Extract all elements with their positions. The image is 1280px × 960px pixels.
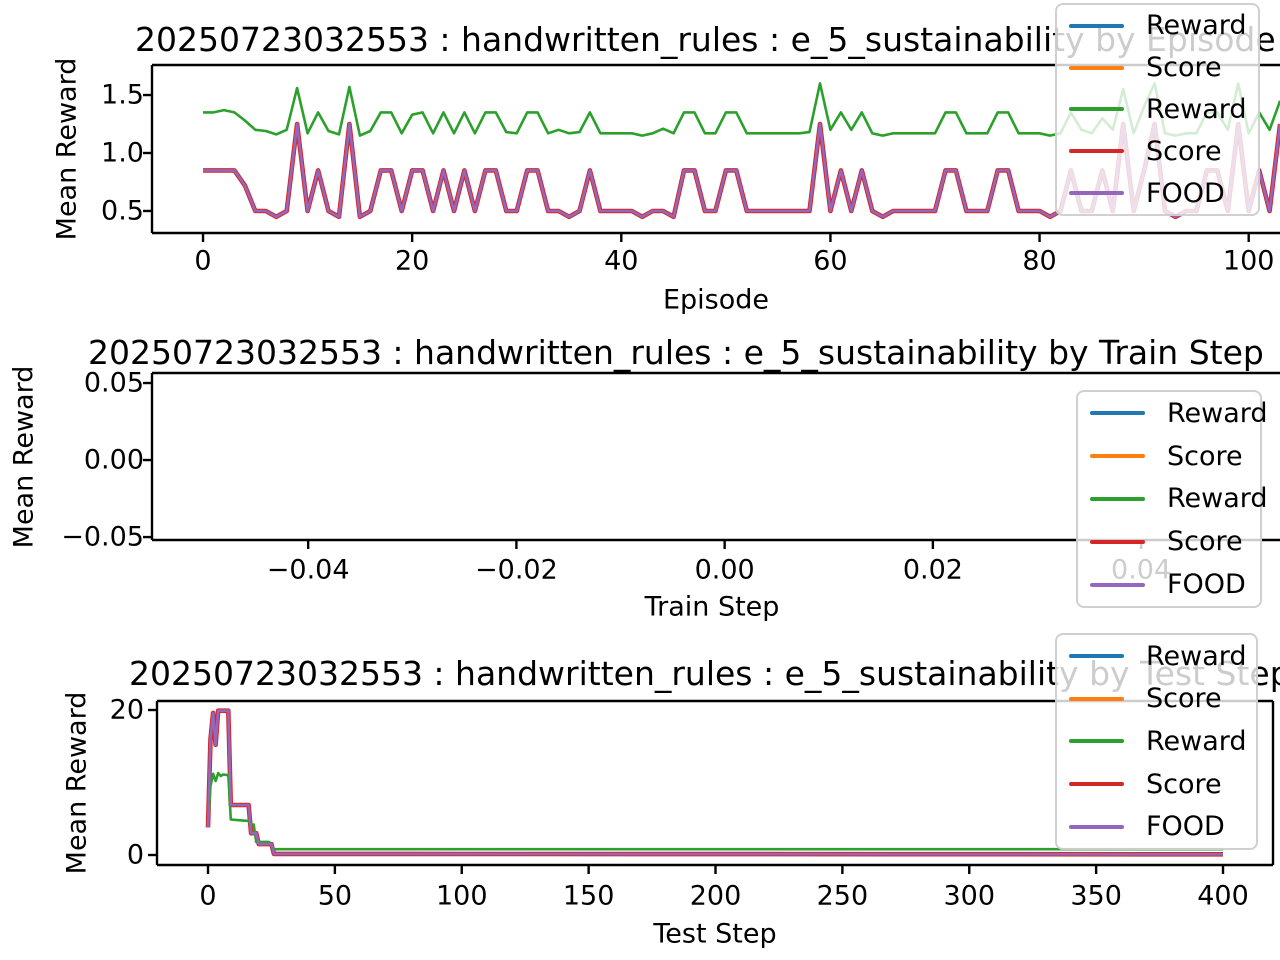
legend-line-sample — [1069, 107, 1124, 112]
legend-entry-label: Reward — [1146, 640, 1247, 672]
legend-line-sample — [1090, 496, 1145, 501]
plot1-legend: Reward Score Reward Score FOOD — [1055, 3, 1260, 216]
legend-entry: Reward — [1090, 485, 1268, 512]
legend-entry-label: Reward — [1167, 397, 1268, 429]
legend-entry-label: Score — [1167, 526, 1243, 558]
legend-line-sample — [1069, 654, 1124, 659]
legend-entry: Score — [1090, 528, 1260, 555]
plot2-legend: Reward Score Reward Score FOOD — [1076, 390, 1268, 608]
legend-entry: Score — [1069, 54, 1258, 81]
plot2-x-axis-label: Train Step — [644, 591, 780, 623]
legend-entry: Score — [1069, 138, 1258, 165]
legend-line-sample — [1090, 539, 1145, 544]
legend-entry-label: Score — [1146, 52, 1222, 84]
plot2-y-axis-label: Mean Reward — [8, 365, 40, 549]
legend-line-sample — [1069, 191, 1124, 196]
legend-line-sample — [1069, 824, 1124, 829]
legend-entry-label: Reward — [1146, 725, 1247, 757]
plot1-y-axis-label: Mean Reward — [51, 57, 83, 241]
legend-entry: FOOD — [1069, 180, 1258, 207]
legend-entry: FOOD — [1069, 813, 1256, 840]
legend-entry-label: FOOD — [1146, 811, 1225, 843]
legend-entry: Reward — [1090, 400, 1268, 427]
legend-entry-label: FOOD — [1146, 177, 1225, 209]
legend-line-sample — [1090, 582, 1145, 587]
legend-entry-label: Reward — [1146, 93, 1247, 125]
plot3-y-axis-label: Mean Reward — [61, 691, 93, 875]
legend-line-sample — [1069, 696, 1124, 701]
plot1-x-axis-label: Episode — [662, 284, 770, 316]
legend-entry-label: Score — [1146, 683, 1222, 715]
legend-entry: Reward — [1069, 728, 1256, 755]
plot2-title: 20250723032553 : handwritten_rules : e_5… — [88, 333, 1264, 372]
legend-line-sample — [1069, 782, 1124, 787]
legend-entry: Reward — [1069, 96, 1258, 123]
legend-entry-label: Score — [1146, 135, 1222, 167]
legend-entry-label: Reward — [1167, 483, 1268, 515]
legend-entry: Reward — [1069, 643, 1256, 670]
legend-entry: FOOD — [1090, 571, 1260, 598]
plot3-x-axis-label: Test Step — [653, 918, 777, 950]
legend-entry-label: Score — [1146, 768, 1222, 800]
legend-entry: Reward — [1069, 12, 1258, 39]
legend-line-sample — [1069, 149, 1124, 154]
legend-line-sample — [1090, 411, 1145, 416]
legend-line-sample — [1069, 23, 1124, 28]
legend-line-sample — [1069, 739, 1124, 744]
legend-line-sample — [1069, 65, 1124, 70]
legend-entry-label: Reward — [1146, 10, 1247, 42]
legend-line-sample — [1090, 454, 1145, 459]
legend-entry: Score — [1090, 443, 1260, 470]
legend-entry: Score — [1069, 771, 1256, 798]
legend-entry-label: FOOD — [1167, 569, 1246, 601]
plot3-legend: Reward Score Reward Score FOOD — [1055, 633, 1258, 850]
legend-entry-label: Score — [1167, 440, 1243, 472]
legend-entry: Score — [1069, 685, 1256, 712]
